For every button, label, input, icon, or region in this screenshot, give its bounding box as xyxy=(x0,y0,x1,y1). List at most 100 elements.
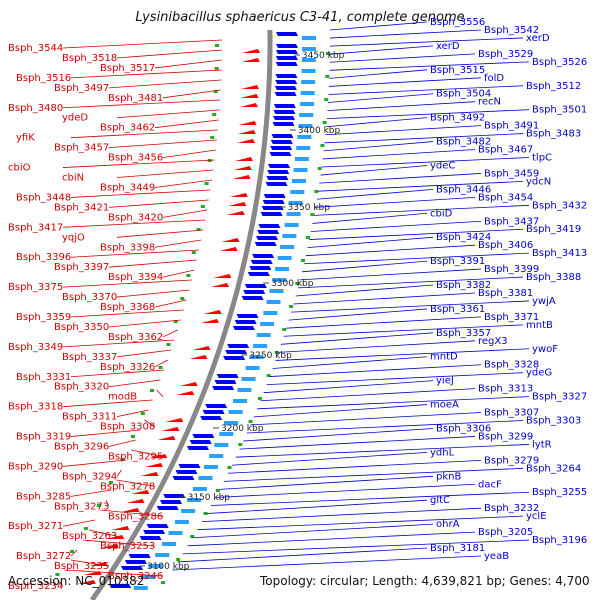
plus-gene-mark xyxy=(178,464,201,468)
right-leader-line xyxy=(206,499,428,514)
feature-block xyxy=(219,432,234,436)
feature-block xyxy=(299,113,314,117)
gc-mark xyxy=(212,113,217,116)
right-leader-line xyxy=(301,260,428,273)
plus-gene-mark xyxy=(263,194,286,198)
right-gene-label: ywoF xyxy=(532,344,558,355)
plus-gene-mark xyxy=(156,506,179,510)
left-leader-line xyxy=(162,149,216,158)
feature-block xyxy=(133,586,148,590)
left-leader-line xyxy=(154,359,168,368)
left-leader-line xyxy=(108,259,197,268)
right-gene-label: Bsph_3264 xyxy=(526,463,581,474)
left-gene-label: Bsph_3349 xyxy=(8,342,63,353)
accession-text: Accession: NC_010382 xyxy=(8,574,145,588)
left-gene-label: Bsph_3272 xyxy=(16,551,71,562)
gc-mark xyxy=(176,558,181,561)
feature-block xyxy=(168,531,183,535)
feature-block xyxy=(301,69,316,73)
left-leader-line xyxy=(62,399,153,408)
left-gene-label: Bsph_3462 xyxy=(100,123,155,134)
minus-gene-mark xyxy=(165,418,184,422)
plus-gene-mark xyxy=(275,50,298,54)
right-gene-label: Bsph_3303 xyxy=(526,416,581,427)
left-leader-line xyxy=(116,349,172,358)
right-gene-label: Bsph_3437 xyxy=(484,216,539,227)
plus-gene-mark xyxy=(223,356,246,360)
right-gene-label: xerD xyxy=(436,41,460,52)
plus-gene-mark xyxy=(243,290,266,294)
feature-block xyxy=(286,212,301,216)
feature-block xyxy=(301,58,316,62)
feature-block xyxy=(260,322,275,326)
right-gene-label: Bsph_3371 xyxy=(484,312,539,323)
left-gene-label: Bsph_3375 xyxy=(8,282,63,293)
right-gene-label: Bsph_3196 xyxy=(532,535,587,546)
right-gene-label: Bsph_3501 xyxy=(532,105,587,116)
right-leader-line xyxy=(266,372,524,386)
plus-gene-mark xyxy=(139,536,162,540)
feature-block xyxy=(282,234,297,238)
plus-gene-mark xyxy=(249,266,272,270)
right-leader-line xyxy=(322,149,476,160)
right-leader-line xyxy=(320,165,428,176)
left-leader-line xyxy=(70,129,218,139)
left-leader-line xyxy=(70,559,110,567)
gc-mark xyxy=(161,581,166,584)
right-gene-label: moeA xyxy=(430,400,459,411)
plus-gene-mark xyxy=(247,272,270,276)
scale-tick-label: 3300 kbp xyxy=(271,279,314,289)
right-leader-line xyxy=(329,45,434,55)
right-leader-line xyxy=(246,420,524,434)
left-leader-line xyxy=(108,199,209,208)
right-leader-line xyxy=(310,220,482,232)
gc-mark xyxy=(214,44,219,47)
left-gene-label: Bsph_3397 xyxy=(54,262,109,273)
plus-gene-mark xyxy=(268,164,291,168)
right-gene-label: Bsph_3492 xyxy=(430,113,485,124)
left-leader-line xyxy=(116,469,122,477)
minus-gene-mark xyxy=(233,166,252,170)
left-gene-label: Bsph_3544 xyxy=(8,43,63,54)
gc-mark xyxy=(238,443,243,446)
right-gene-label: Bsph_3512 xyxy=(526,81,581,92)
right-label-leaders xyxy=(172,21,530,571)
left-gene-label: Bsph_3518 xyxy=(62,53,117,64)
left-leader-line xyxy=(154,59,222,69)
left-gene-label: Bsph_3296 xyxy=(54,442,109,453)
left-gene-label: Bsph_3273 xyxy=(54,501,109,512)
right-gene-label: Bsph_3556 xyxy=(430,17,485,28)
feature-block xyxy=(269,289,284,293)
right-leader-line xyxy=(291,300,530,313)
right-leader-line xyxy=(316,188,434,200)
left-gene-label: Bsph_3308 xyxy=(100,422,155,433)
right-leader-line xyxy=(329,53,476,63)
left-leader-line xyxy=(116,169,214,178)
gc-mark xyxy=(289,305,294,308)
minus-gene-mark xyxy=(232,175,251,179)
left-leader-line xyxy=(108,439,136,447)
topology-text: Topology: circular; Length: 4,639,821 bp… xyxy=(260,574,590,588)
feature-block xyxy=(198,476,213,480)
plus-gene-mark xyxy=(273,104,296,108)
right-gene-label: dacF xyxy=(478,479,502,490)
plus-gene-mark xyxy=(159,500,182,504)
left-leader-line xyxy=(70,429,141,437)
right-gene-label: Bsph_3526 xyxy=(532,57,587,68)
gc-mark xyxy=(130,435,135,438)
right-gene-label: Bsph_3515 xyxy=(430,65,485,76)
right-leader-line xyxy=(263,380,434,394)
left-leader-line xyxy=(70,549,78,557)
gc-mark xyxy=(274,351,279,354)
gc-mark xyxy=(266,374,271,377)
plus-gene-mark xyxy=(261,206,284,210)
right-leader-line xyxy=(299,268,482,281)
left-leader-line xyxy=(89,529,118,537)
right-gene-label: regX3 xyxy=(478,336,508,347)
left-gene-label: Bsph_3362 xyxy=(108,332,163,343)
left-leader-line xyxy=(100,509,164,517)
right-gene-label: ohrA xyxy=(436,519,460,530)
right-leader-line xyxy=(280,332,434,345)
minus-gene-mark xyxy=(176,391,195,395)
gc-mark xyxy=(325,75,330,78)
